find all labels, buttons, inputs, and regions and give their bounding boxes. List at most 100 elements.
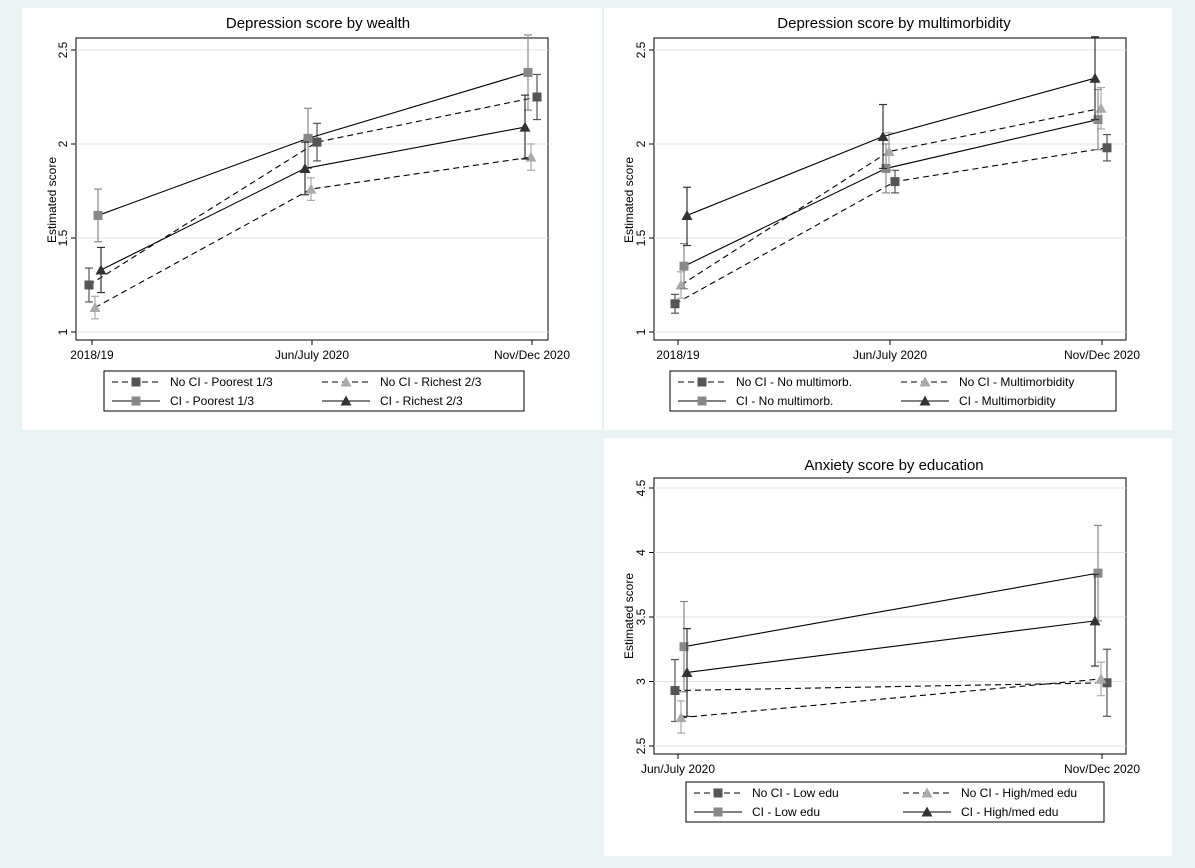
series-0 [84,73,542,303]
data-point [1089,72,1101,83]
legend-marker [131,396,141,406]
legend-box [103,370,525,412]
series [84,34,542,320]
y-tick-label: 3 [634,678,648,685]
legend: No CI - Low edu No CI - High/med edu CI - … [685,781,1105,823]
y-tick-label: 4 [634,549,648,556]
grid [654,49,1126,333]
data-point [1093,568,1103,578]
data-point [523,68,533,78]
chart-title: Depression score by multimorbidity [777,15,1011,32]
series-2 [93,34,533,243]
series-1 [89,143,537,320]
x-tick-label: Nov/Dec 2020 [494,348,570,362]
y-tick-label: 2.5 [56,41,70,58]
x-tick-label: Jun/July 2020 [275,348,349,362]
series [670,36,1112,314]
series-1 [675,661,1107,734]
data-point [299,162,311,173]
data-point [670,299,680,309]
data-point [877,130,889,141]
series-line [680,678,1102,719]
legend-label: CI - Richest 2/3 [380,394,463,408]
chart-title: Anxiety score by education [804,457,983,474]
chart-panel-multimorbidity: Depression score by multimorbidity Estim… [604,8,1172,430]
x-tick-label: 2018/19 [656,348,700,362]
data-point [681,209,693,220]
legend-label: CI - Low edu [752,805,820,819]
y-tick-label: 2.5 [634,41,648,58]
series-0 [670,134,1112,314]
x-tick-label: Nov/Dec 2020 [1064,348,1140,362]
axes: 2.5 3 3.5 4 4.5 Jun/July 2020 Nov/Dec 2020 [634,479,1140,776]
series-line [683,572,1099,648]
legend-marker [919,376,931,387]
chart-title: Depression score by wealth [226,15,410,32]
legend-marker [340,376,352,387]
data-point [519,121,531,132]
y-tick-label: 3.5 [634,608,648,625]
legend-label: No CI - Low edu [752,786,839,800]
legend: No CI - No multimorb. No CI - Multimorbid… [669,370,1117,412]
y-tick-label: 2.5 [634,737,648,754]
series-3 [95,94,531,294]
legend-marker [713,788,723,798]
data-point [1095,673,1107,684]
legend-label: No CI - No multimorb. [736,375,852,389]
data-point [1102,143,1112,153]
y-axis-label: Estimated score [45,157,59,243]
legend-marker [697,396,707,406]
y-tick-label: 1 [56,328,70,335]
y-tick-label: 2 [634,140,648,147]
legend-marker [340,395,352,406]
legend-marker [697,377,707,387]
legend-marker [919,395,931,406]
legend-marker [131,377,141,387]
data-point [93,210,103,220]
legend: No CI - Poorest 1/3 No CI - Richest 2/3 CI… [103,370,525,412]
y-axis-label: Estimated score [622,573,636,659]
legend-label: CI - Poorest 1/3 [170,394,254,408]
x-tick-label: Nov/Dec 2020 [1064,762,1140,776]
x-tick-label: Jun/July 2020 [641,762,715,776]
data-point [675,712,687,723]
grid [76,49,548,333]
y-tick-label: 1.5 [56,229,70,246]
legend-label: No CI - Poorest 1/3 [170,375,273,389]
series-line [94,156,532,309]
plot-area [653,477,1127,755]
axes: 1 1.5 2 2.5 2018/19 Jun/July 2020 Nov/Dec 2020 [56,41,570,362]
series-3 [681,573,1101,717]
data-point [95,264,107,275]
data-point [89,302,101,313]
y-tick-label: 2 [56,140,70,147]
legend-marker [713,807,723,817]
plot-area [653,37,1127,341]
data-point [670,686,680,696]
x-tick-label: Jun/July 2020 [853,348,927,362]
y-tick-label: 4.5 [634,479,648,496]
legend-label: No CI - Multimorbidity [959,375,1074,389]
legend-label: CI - No multimorb. [736,394,833,408]
series-line [674,682,1108,692]
y-axis-label: Estimated score [622,157,636,243]
series-line [686,620,1096,674]
data-point [681,666,693,677]
chart-panel-wealth: Depression score by wealth Estimated sco… [22,8,602,430]
legend-box [669,370,1117,412]
y-tick-label: 1.5 [634,229,648,246]
y-tick-label: 1 [634,328,648,335]
data-point [1102,678,1112,688]
series-3 [681,36,1101,247]
legend-label: No CI - High/med edu [961,786,1077,800]
legend-marker [921,806,933,817]
grid [654,487,1126,747]
legend-label: CI - High/med edu [961,805,1058,819]
x-tick-label: 2018/19 [70,348,114,362]
legend-marker [921,787,933,798]
legend-label: CI - Multimorbidity [959,394,1056,408]
data-point [532,92,542,102]
data-point [305,183,317,194]
chart-panel-education: Anxiety score by education Estimated sco… [604,438,1172,856]
